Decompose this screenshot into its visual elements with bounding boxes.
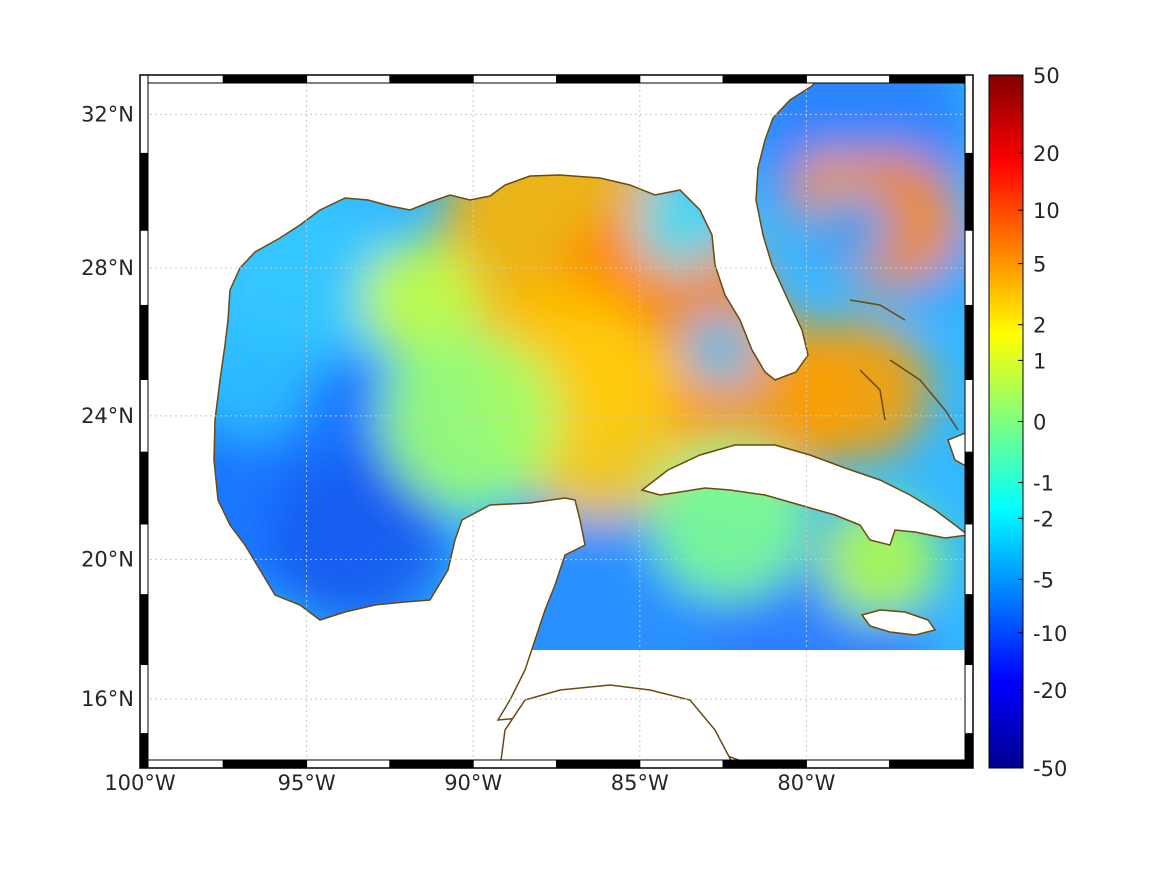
frame-segment-bottom (805, 759, 891, 769)
map-grid (140, 75, 973, 768)
frame-segment-left (139, 378, 149, 453)
land-jamaica (860, 609, 937, 636)
colorbar (988, 74, 1024, 769)
x-axis-ticks: 100°W 95°W 90°W 85°W 80°W (104, 771, 835, 795)
frame-segment-top (722, 74, 807, 84)
frame-segment-left (139, 451, 149, 525)
y-axis-ticks: 16°N 20°N 24°N 28°N 32°N (81, 102, 134, 711)
y-tick-label: 32°N (81, 102, 134, 126)
frame-segment-bottom (556, 759, 641, 769)
frame-segment-top (805, 74, 891, 84)
frame-segment-right (964, 594, 974, 666)
colorbar-tick-label: 2 (1033, 314, 1046, 338)
frame-segment-top (306, 74, 391, 84)
frame-segment-bottom (722, 759, 807, 769)
frame-segment-top (889, 74, 974, 84)
frame-segment-bottom (889, 759, 974, 769)
frame-segment-left (139, 523, 149, 596)
y-tick-label: 24°N (81, 404, 134, 428)
colorbar-tick-label: -1 (1033, 472, 1054, 496)
y-tick-label: 28°N (81, 256, 134, 280)
colorbar-tick-label: -20 (1033, 679, 1067, 703)
land-cuba (640, 444, 970, 546)
frame-segment-top (556, 74, 641, 84)
map-frame (139, 74, 974, 769)
land-bahamas (849, 299, 959, 431)
x-tick-label: 90°W (444, 771, 502, 795)
land-central-america (499, 684, 736, 768)
frame-segment-bottom (139, 759, 224, 769)
y-tick-label: 16°N (81, 687, 134, 711)
frame-segment-top (389, 74, 474, 84)
frame-segment-bottom (472, 759, 558, 769)
frame-segment-bottom (222, 759, 308, 769)
frame-segment-right (964, 229, 974, 306)
x-tick-label: 85°W (611, 771, 669, 795)
colorbar-tick-label: -10 (1033, 622, 1067, 646)
frame-segment-right (964, 152, 974, 231)
frame-segment-right (964, 304, 974, 380)
x-tick-label: 100°W (104, 771, 176, 795)
frame-segment-right (964, 74, 974, 154)
frame-segment-right (964, 664, 974, 735)
colorbar-tick-label: 5 (1033, 253, 1046, 277)
frame-segment-left (139, 594, 149, 666)
frame-segment-right (964, 451, 974, 525)
colorbar-tick-label: -50 (1033, 757, 1067, 781)
colorbar-tick-label: -5 (1033, 568, 1054, 592)
land-masses (140, 75, 973, 768)
land-usa (140, 75, 821, 768)
frame-segment-right (964, 378, 974, 453)
frame-segment-top (139, 74, 224, 84)
x-tick-label: 95°W (278, 771, 336, 795)
y-tick-label: 20°N (81, 547, 134, 571)
colorbar-tick-label: 0 (1033, 411, 1046, 435)
field-blob-21 (685, 315, 755, 385)
field-blob-17 (380, 330, 560, 510)
frame-segment-right (964, 523, 974, 596)
frame-segment-left (139, 664, 149, 735)
colorbar-tick-label: 1 (1033, 349, 1046, 373)
frame-segment-left (139, 733, 149, 769)
frame-segment-left (139, 304, 149, 380)
ocean-field (140, 75, 973, 768)
frame-segment-left (139, 229, 149, 306)
colorbar-tick-label: 50 (1033, 64, 1060, 88)
colorbar-tick-label: 10 (1033, 199, 1060, 223)
field-blob-16 (360, 240, 480, 360)
field-blob-13 (790, 320, 930, 460)
field-blob-1 (270, 450, 450, 630)
frame-segment-bottom (306, 759, 391, 769)
x-tick-label: 80°W (777, 771, 835, 795)
frame-segment-bottom (639, 759, 724, 769)
field-blob-20 (810, 190, 890, 270)
frame-segment-top (639, 74, 724, 84)
colorbar-tick-label: -2 (1033, 507, 1054, 531)
frame-segment-top (222, 74, 308, 84)
frame-outline (139, 74, 974, 769)
frame-segment-top (472, 74, 558, 84)
frame-segment-right (964, 733, 974, 769)
frame-segment-bottom (389, 759, 474, 769)
frame-segment-left (139, 152, 149, 231)
field-blob-11 (500, 320, 700, 520)
colorbar-tick-label: 20 (1033, 142, 1060, 166)
frame-segment-left (139, 74, 149, 154)
